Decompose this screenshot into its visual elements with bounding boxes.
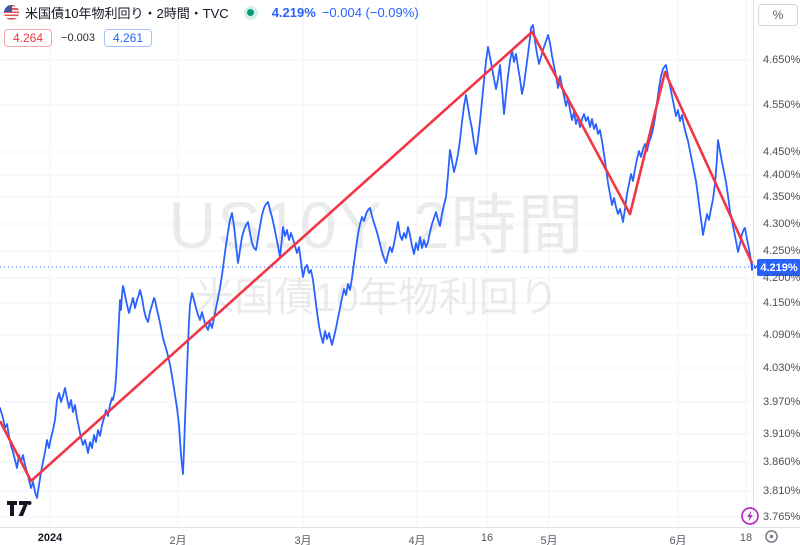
price-change: −0.004 (−0.09%) xyxy=(321,5,419,20)
gear-icon[interactable] xyxy=(764,529,779,544)
market-status-icon[interactable] xyxy=(243,5,258,20)
tradingview-logo[interactable] xyxy=(7,501,33,522)
grid-layer xyxy=(0,0,753,526)
price-tick-label: 4.450% xyxy=(763,146,800,158)
price-tick-label: 3.910% xyxy=(763,428,800,440)
time-tick-label: 4月 xyxy=(408,535,426,545)
symbol-title[interactable]: 米国債10年物利回り・2時間・TVC xyxy=(25,6,229,21)
current-price-badge: 4.219% xyxy=(757,259,800,276)
boost-lightning-button[interactable] xyxy=(740,506,760,526)
price-tick-label: 3.860% xyxy=(763,456,800,468)
us-flag-icon xyxy=(4,5,19,20)
quote-values: 4.219% −0.004 (−0.09%) xyxy=(272,5,419,20)
time-tick-label: 5月 xyxy=(540,535,558,545)
price-tick-label: 4.550% xyxy=(763,99,800,111)
price-tick-label: 4.350% xyxy=(763,191,800,203)
time-tick-label: 2月 xyxy=(169,535,187,545)
price-tick-label: 3.810% xyxy=(763,485,800,497)
price-tick-label: 3.970% xyxy=(763,396,800,408)
time-tick-year-label: 2024 xyxy=(37,532,63,544)
time-tick-label: 3月 xyxy=(294,535,312,545)
price-tick-label: 4.250% xyxy=(763,245,800,257)
yield-line-series xyxy=(0,24,758,499)
time-tick-label: 18 xyxy=(739,532,753,544)
time-axis[interactable]: 2024 2月 3月 4月 16 5月 6月 18 xyxy=(0,527,800,545)
price-axis[interactable]: % 4.219% 4.650% 4.550% 4.450% 4.400% 4.350% 4… xyxy=(753,0,800,526)
price-tick-label: 4.300% xyxy=(763,218,800,230)
buy-price-button[interactable]: 4.261 xyxy=(103,29,153,47)
time-tick-label: 16 xyxy=(480,532,494,544)
price-scale-unit-button[interactable]: % xyxy=(758,4,798,26)
price-tick-label: 4.400% xyxy=(763,169,800,181)
price-tick-label: 3.765% xyxy=(763,511,800,523)
plot-area[interactable] xyxy=(0,0,800,526)
zigzag-trendline-drawing[interactable] xyxy=(0,30,754,483)
price-tick-label: 4.090% xyxy=(763,329,800,341)
price-tick-label: 4.150% xyxy=(763,297,800,309)
time-tick-label: 6月 xyxy=(669,535,687,545)
price-tick-label: 4.030% xyxy=(763,362,800,374)
price-tick-label: 4.200% xyxy=(763,272,800,284)
symbol-header: 米国債10年物利回り・2時間・TVC 4.219% −0.004 (−0.09%)… xyxy=(4,4,419,47)
last-price: 4.219% xyxy=(271,5,316,20)
sell-price-button[interactable]: 4.264 xyxy=(4,29,53,47)
price-tick-label: 4.650% xyxy=(763,54,800,66)
spread-value: −0.003 xyxy=(61,32,95,44)
